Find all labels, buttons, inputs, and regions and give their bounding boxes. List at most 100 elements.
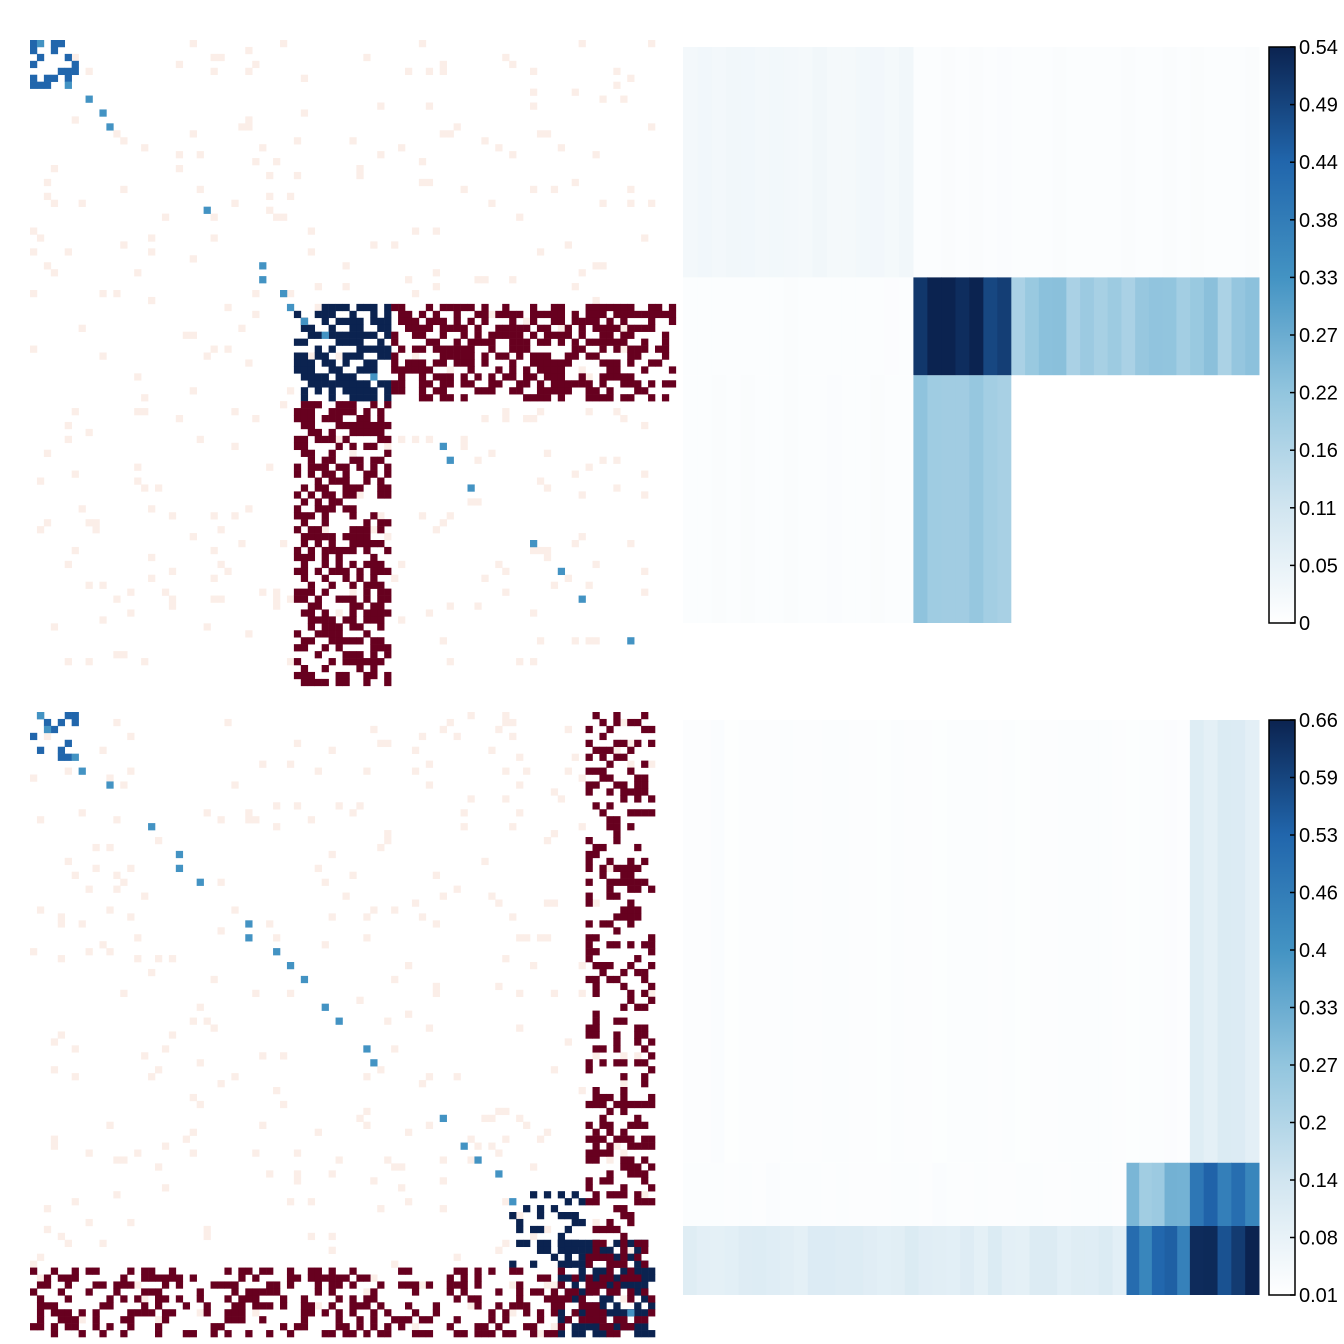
negative-edge-cell — [314, 630, 322, 638]
negative-edge-cell — [460, 359, 468, 367]
positive-edge-cell — [50, 46, 59, 55]
negative-edge-cell — [641, 1170, 649, 1178]
block-cell — [899, 375, 914, 623]
block-cell — [941, 277, 956, 376]
negative-edge-cell — [411, 1330, 420, 1338]
block-cell — [827, 375, 842, 623]
positive-edge-cell — [585, 1246, 593, 1254]
negative-edge-cell — [349, 442, 357, 451]
positive-edge-cell — [335, 338, 343, 346]
block-cell — [1245, 375, 1260, 623]
negative-edge-cell — [648, 394, 656, 402]
negative-edge-cell — [141, 1288, 149, 1296]
noise-cell — [252, 158, 260, 166]
positive-edge-cell — [342, 373, 350, 381]
block-cell — [697, 277, 713, 376]
negative-edge-cell — [370, 428, 378, 437]
negative-edge-cell — [321, 623, 329, 631]
block-cell — [1066, 277, 1081, 376]
negative-edge-cell — [530, 310, 538, 319]
block-cell — [827, 47, 842, 278]
negative-edge-cell — [578, 1316, 586, 1324]
noise-cell — [536, 408, 545, 416]
positive-edge-cell — [543, 1239, 552, 1248]
noise-cell — [245, 123, 253, 131]
negative-edge-cell — [474, 1274, 482, 1282]
noise-cell — [64, 857, 72, 866]
negative-edge-cell — [627, 1323, 635, 1331]
positive-edge-cell — [578, 1253, 586, 1261]
positive-edge-cell — [648, 1267, 656, 1275]
noise-cell — [536, 637, 545, 645]
negative-edge-cell — [446, 345, 454, 353]
negative-edge-cell — [314, 498, 322, 506]
noise-cell — [321, 878, 329, 886]
negative-edge-cell — [321, 560, 329, 569]
negative-edge-cell — [384, 546, 392, 555]
block-cell — [1162, 47, 1177, 278]
negative-edge-cell — [474, 373, 482, 381]
positive-edge-cell — [543, 1246, 552, 1254]
noise-cell — [106, 843, 114, 852]
noise-cell — [495, 899, 503, 907]
negative-edge-cell — [307, 491, 316, 499]
negative-edge-cell — [606, 1218, 614, 1227]
noise-cell — [418, 178, 427, 187]
noise-cell — [557, 795, 566, 803]
block-cell — [974, 720, 989, 1163]
colorbar-tick-label: 0.46 — [1299, 883, 1338, 905]
negative-edge-cell — [495, 380, 503, 388]
negative-edge-cell — [314, 505, 322, 513]
negative-edge-cell — [550, 380, 559, 388]
noise-cell — [78, 505, 86, 513]
positive-edge-cell — [384, 317, 392, 326]
positive-edge-cell — [578, 1246, 586, 1254]
noise-cell — [273, 588, 281, 596]
negative-edge-cell — [536, 1309, 545, 1317]
negative-edge-cell — [99, 1330, 107, 1338]
noise-cell — [141, 394, 149, 402]
noise-cell — [550, 1066, 559, 1074]
probability-matrix-top-right — [683, 47, 1260, 623]
block-cell — [1057, 720, 1072, 1163]
negative-edge-cell — [509, 366, 517, 374]
negative-edge-cell — [613, 1100, 621, 1109]
negative-edge-cell — [536, 366, 545, 374]
negative-edge-cell — [599, 864, 607, 873]
negative-edge-cell — [64, 1295, 72, 1303]
negative-edge-cell — [307, 553, 316, 562]
negative-edge-cell — [620, 373, 628, 381]
negative-edge-cell — [293, 442, 302, 451]
positive-edge-cell — [599, 1295, 607, 1303]
noise-cell — [300, 109, 309, 117]
negative-edge-cell — [648, 1142, 656, 1150]
noise-cell — [432, 920, 441, 928]
noise-cell — [189, 387, 197, 395]
negative-edge-cell — [523, 380, 531, 388]
noise-cell — [50, 1066, 59, 1074]
negative-edge-cell — [606, 920, 614, 928]
negative-edge-cell — [641, 1121, 649, 1129]
negative-edge-cell — [543, 387, 552, 395]
block-cell — [849, 1162, 864, 1226]
negative-edge-cell — [523, 338, 531, 346]
noise-cell — [543, 934, 552, 942]
positive-edge-cell — [578, 1274, 586, 1282]
block-cell — [904, 1162, 920, 1226]
negative-edge-cell — [439, 317, 447, 326]
noise-cell — [446, 130, 454, 138]
positive-edge-cell — [64, 74, 72, 82]
negative-edge-cell — [252, 1274, 260, 1282]
noise-cell — [307, 227, 316, 235]
negative-edge-cell — [585, 1156, 593, 1164]
negative-edge-cell — [585, 1031, 593, 1039]
positive-edge-cell — [613, 1309, 621, 1317]
noise-cell — [592, 1218, 600, 1227]
negative-edge-cell — [585, 1198, 593, 1206]
negative-edge-cell — [585, 788, 593, 796]
negative-edge-cell — [307, 421, 316, 430]
negative-edge-cell — [349, 609, 357, 617]
noise-cell — [210, 67, 218, 76]
negative-edge-cell — [613, 892, 621, 900]
colorbar-tick-label: 0.08 — [1299, 1228, 1338, 1250]
